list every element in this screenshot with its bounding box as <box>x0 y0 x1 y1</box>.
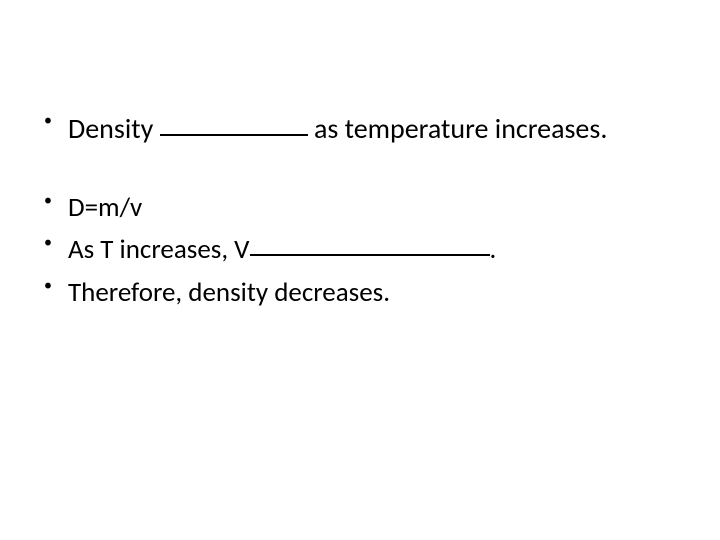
blank-line <box>160 134 308 136</box>
slide: Density as temperature increases. D=m/v … <box>0 0 720 540</box>
bullet-text-after: as temperature increases. <box>308 111 608 146</box>
bullet-item: As T increases, V. <box>40 232 680 268</box>
bullet-text: D=m/v <box>68 191 142 224</box>
bullet-text: Therefore, density decreases. <box>68 276 390 309</box>
bullet-item: D=m/v <box>40 190 680 226</box>
bullet-text-after: . <box>490 233 497 266</box>
bullet-item: Density as temperature increases. <box>40 110 680 148</box>
bullet-item: Therefore, density decreases. <box>40 275 680 311</box>
blank-line <box>250 254 490 256</box>
bullet-text-before: As T increases, V <box>68 233 250 266</box>
spacer <box>40 154 680 190</box>
bullet-text-before: Density <box>68 111 160 146</box>
bullet-list: Density as temperature increases. D=m/v … <box>40 110 680 311</box>
